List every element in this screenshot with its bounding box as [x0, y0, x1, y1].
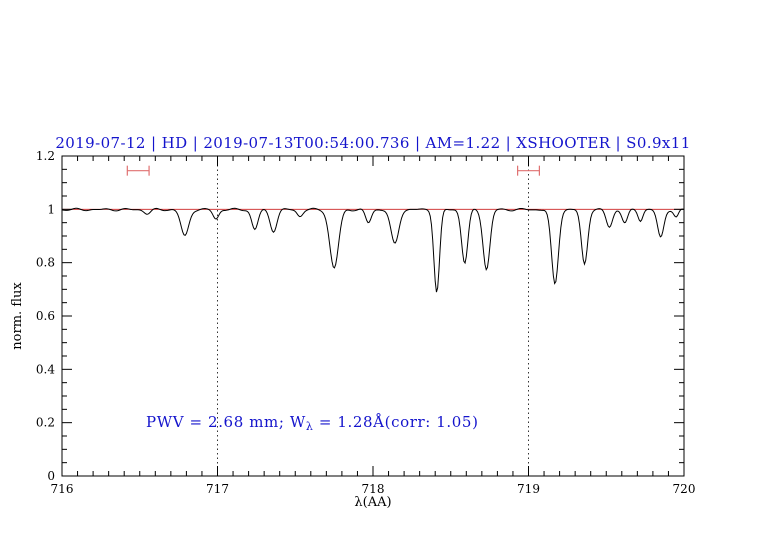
plot-title: 2019-07-12 | HD | 2019-07-13T00:54:00.73… [55, 134, 690, 152]
x-tick-label: 719 [517, 482, 540, 496]
y-tick-label: 0.6 [36, 309, 55, 323]
pwv-annotation-main: PWV = 2.68 mm; W [146, 413, 306, 431]
axes-frame-layer: 716 717 718 719 720 0 0.2 0.4 0.6 0.8 1 1.2 [36, 149, 696, 496]
pwv-annotation-tail: = 1.28Å(corr: 1.05) [313, 413, 478, 431]
y-tick-label: 0.8 [36, 256, 55, 270]
spectrum-line [61, 207, 685, 293]
range-markers-layer [126, 165, 540, 176]
x-axis-label: λ(AA) [354, 495, 391, 510]
y-tick-label: 0.4 [36, 362, 55, 376]
y-tick-label: 0 [47, 469, 55, 483]
reference-lines-layer [62, 156, 684, 476]
y-tick-label: 1 [47, 202, 55, 216]
x-tick-label: 716 [51, 482, 74, 496]
y-tick-label: 1.2 [36, 149, 55, 163]
y-tick-label: 0.2 [36, 416, 55, 430]
x-tick-label: 717 [206, 482, 229, 496]
x-tick-label: 718 [362, 482, 385, 496]
x-tick-label: 720 [673, 482, 696, 496]
y-axis-label: norm. flux [10, 282, 25, 350]
pwv-annotation-subscript: λ [306, 420, 314, 433]
pwv-annotation: PWV = 2.68 mm; Wλ = 1.28Å(corr: 1.05) [146, 413, 479, 433]
spectrum-curve-layer [61, 207, 685, 293]
